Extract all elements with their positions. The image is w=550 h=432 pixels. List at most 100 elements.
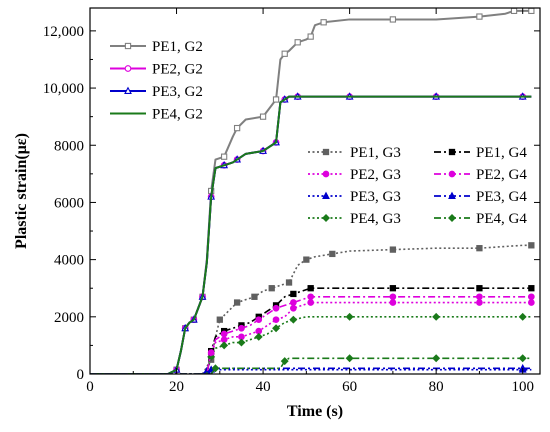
data-point [476, 13, 483, 20]
legend-label: PE1, G3 [350, 145, 401, 161]
x-tick-label: 40 [256, 379, 271, 395]
data-point [307, 33, 314, 40]
plot-frame [89, 7, 541, 375]
data-point [220, 341, 229, 350]
series-pe2-g3 [90, 299, 535, 374]
y-tick-label: 8000 [54, 138, 84, 154]
series-line [90, 244, 532, 374]
data-point [476, 285, 483, 292]
data-point [290, 304, 297, 312]
legend-entry: PE1, G3 [308, 145, 401, 161]
data-point [448, 170, 456, 178]
data-point [389, 299, 397, 306]
legend-entry: PE1, G2 [110, 39, 203, 55]
series-line [90, 95, 532, 374]
data-point [220, 153, 228, 160]
data-point [345, 354, 354, 363]
series-pe4-g4 [90, 354, 532, 374]
legend-label: PE1, G2 [152, 39, 203, 55]
legend: PE1, G2 PE2, G2 PE3, G2 PE4, G2 PE1, G3 PE2, … [110, 39, 527, 227]
data-point [254, 332, 263, 341]
data-point [476, 299, 483, 306]
data-point [124, 65, 132, 72]
data-point [272, 96, 280, 103]
legend-label: PE3, G2 [152, 84, 203, 100]
data-point [510, 8, 518, 15]
data-point [448, 148, 456, 156]
legend-label: PE4, G3 [350, 211, 401, 227]
data-point [528, 242, 535, 249]
series-pe4-g2 [90, 95, 532, 374]
data-point [207, 349, 215, 356]
legend-entry: PE3, G3 [308, 189, 401, 205]
series-pe1-g3 [90, 242, 535, 374]
data-point [290, 299, 297, 306]
data-point [518, 354, 527, 363]
data-point [220, 330, 228, 338]
x-tick-label: 0 [86, 379, 94, 395]
legend-entry: PE2, G3 [308, 167, 401, 183]
legend-label: PE1, G4 [476, 145, 527, 161]
legend-label: PE4, G2 [152, 107, 203, 123]
y-axis-title: Plastic strain(με) [13, 133, 30, 249]
y-axis-ticks: 0 2000 4000 6000 8000 10,000 12,000 [43, 24, 540, 383]
legend-label: PE4, G4 [476, 211, 527, 227]
data-point [345, 312, 354, 321]
data-point [272, 304, 280, 312]
legend-entry: PE2, G4 [434, 167, 527, 183]
legend-label: PE2, G4 [476, 167, 527, 183]
data-point [294, 39, 301, 46]
legend-label: PE3, G4 [476, 189, 527, 205]
data-point [272, 316, 280, 324]
legend-entry: PE1, G4 [434, 145, 527, 161]
data-point [448, 191, 456, 199]
data-point [528, 8, 535, 15]
data-point [527, 293, 535, 301]
series-pe3-g2 [90, 92, 532, 374]
data-point [307, 285, 314, 292]
data-point [322, 214, 330, 222]
legend-entry: PE3, G2 [110, 84, 203, 100]
x-tick-label: 60 [342, 379, 357, 395]
data-point [237, 338, 246, 347]
data-point [272, 324, 281, 333]
data-point [448, 214, 456, 222]
data-point [320, 19, 327, 26]
data-point [259, 113, 267, 120]
data-point [322, 148, 330, 156]
data-point [307, 293, 315, 301]
y-tick-label: 12,000 [43, 24, 84, 40]
data-point [268, 285, 275, 292]
y-tick-label: 10,000 [43, 81, 84, 97]
data-point [124, 86, 132, 94]
y-tick-label: 0 [77, 367, 85, 383]
data-point [322, 170, 330, 178]
data-point [476, 245, 483, 252]
series-line [90, 357, 532, 374]
legend-entry: PE2, G2 [110, 62, 203, 78]
series-line [90, 301, 532, 374]
legend-entry: PE4, G3 [308, 211, 401, 227]
series-layer [90, 8, 535, 374]
data-point [389, 16, 397, 23]
data-point [211, 364, 220, 373]
legend-label: PE2, G2 [152, 62, 203, 78]
series-line [90, 95, 532, 374]
data-point [303, 256, 310, 263]
data-point [527, 299, 535, 306]
x-axis-ticks: 0 20 40 60 80 100 [86, 8, 534, 395]
data-point [290, 290, 297, 298]
data-point [307, 299, 315, 306]
series-pe2-g2 [90, 93, 532, 374]
data-point [329, 250, 336, 258]
series-line [90, 316, 532, 374]
data-point [233, 299, 241, 306]
x-tick-label: 100 [511, 379, 534, 395]
data-point [124, 42, 132, 50]
data-point [251, 293, 258, 300]
x-tick-label: 20 [169, 379, 184, 395]
data-point [281, 50, 288, 57]
data-point [528, 285, 535, 292]
x-tick-label: 80 [429, 379, 444, 395]
